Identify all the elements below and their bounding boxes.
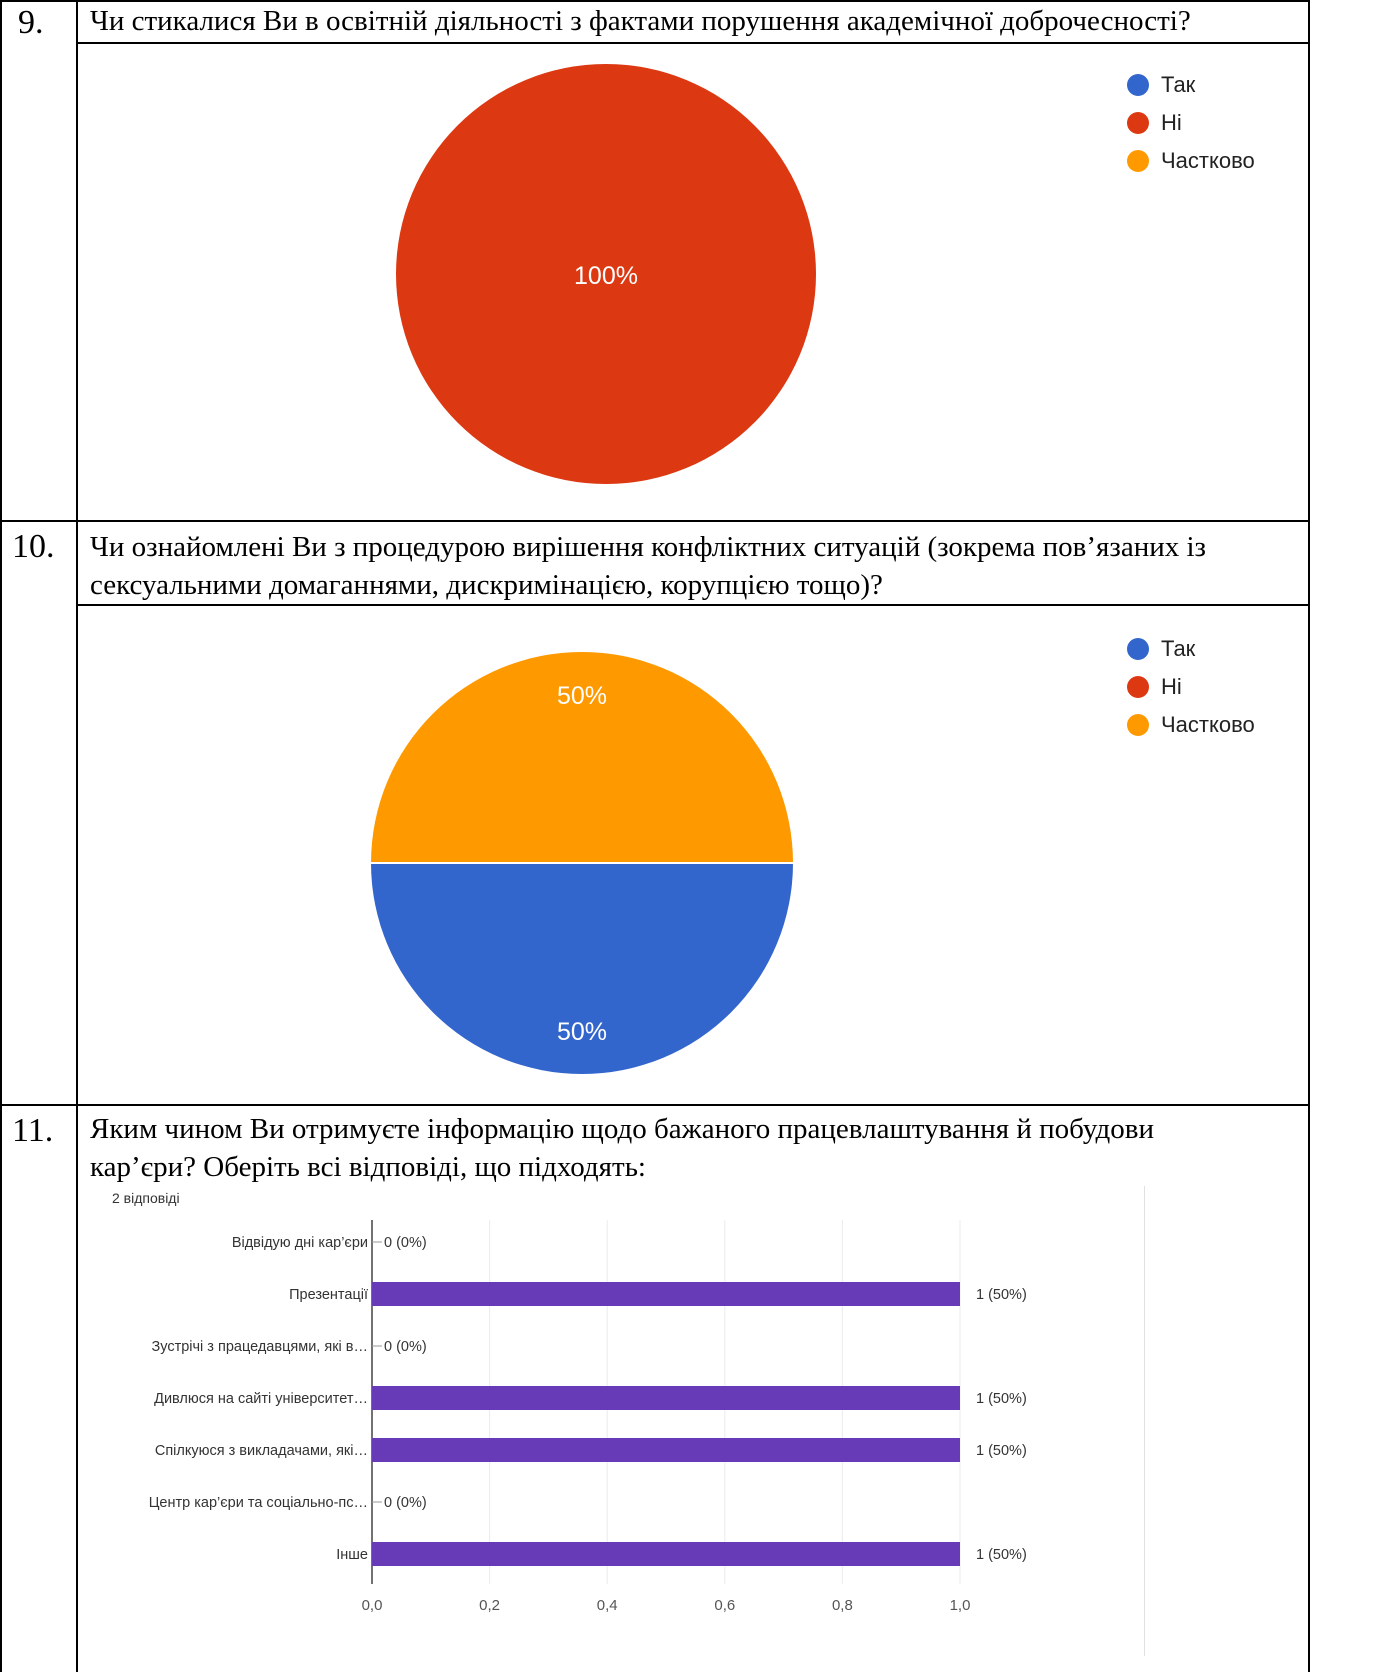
question-number: 11. <box>12 1112 54 1149</box>
bar-chart-q11: 0,0 0,2 0,4 0,6 0,8 1,0 Відвідую дні кар’єри 0 … <box>149 1220 1027 1614</box>
row-divider-q9-header <box>76 42 1310 44</box>
bar-value-label: 1 (50%) <box>976 1391 1027 1407</box>
legend-label: Частково <box>1161 712 1255 737</box>
category-label: Відвідую дні кар’єри <box>232 1235 368 1251</box>
x-tick-label: 0,0 <box>362 1597 383 1614</box>
category-label: Дивлюся на сайті університет… <box>154 1391 368 1407</box>
pie-data-label: 100% <box>574 262 638 290</box>
question-text-line: Чи ознайомлені Ви з процедурою вирішення… <box>90 531 1207 563</box>
bar <box>372 1282 960 1306</box>
legend-label: Так <box>1161 636 1196 661</box>
legend-item-no: Ні <box>1127 104 1255 142</box>
pie-slice-no <box>396 64 816 484</box>
table-border-number-column <box>76 0 78 1672</box>
category-label: Центр кар’єри та соціально-пс… <box>149 1495 368 1511</box>
row-divider-q10 <box>0 520 1310 522</box>
bar-value-label: 1 (50%) <box>976 1287 1027 1303</box>
question-text: Яким чином Ви отримуєте інформацію щодо … <box>90 1110 1300 1186</box>
legend-item-yes: Так <box>1127 630 1255 668</box>
legend-swatch-partial <box>1127 150 1149 172</box>
legend-item-no: Ні <box>1127 668 1255 706</box>
bar-value-label: 1 (50%) <box>976 1547 1027 1563</box>
legend-q9: Так Ні Частково <box>1127 66 1255 180</box>
legend-label: Частково <box>1161 148 1255 173</box>
bar <box>372 1438 960 1462</box>
legend-swatch-yes <box>1127 74 1149 96</box>
question-text-line: сексуальними домаганнями, дискримінацією… <box>90 569 883 601</box>
bar-value-label: 1 (50%) <box>976 1443 1027 1459</box>
table-border-top <box>0 0 1310 2</box>
responses-count: 2 відповіді <box>112 1190 180 1206</box>
table-border-right <box>1308 0 1310 1672</box>
pie-chart-q10: 50% 50% <box>371 652 793 1074</box>
x-tick-label: 0,6 <box>714 1597 735 1614</box>
legend-q10: Так Ні Частково <box>1127 630 1255 744</box>
category-label: Інше <box>336 1547 368 1563</box>
pie-slice-yes <box>371 863 793 1074</box>
bar-value-label: 0 (0%) <box>384 1235 427 1251</box>
legend-item-yes: Так <box>1127 66 1255 104</box>
legend-label: Так <box>1161 72 1196 97</box>
bar-value-label: 0 (0%) <box>384 1495 427 1511</box>
row-divider-q11 <box>0 1104 1310 1106</box>
pie-slice-partial <box>371 652 793 863</box>
question-text: Чи стикалися Ви в освітній діяльності з … <box>90 2 1300 40</box>
pie-chart-q9: 100% <box>396 64 816 484</box>
question-text-line: кар’єри? Оберіть всі відповіді, що підхо… <box>90 1151 646 1183</box>
bar-value-label: 0 (0%) <box>384 1339 427 1355</box>
legend-label: Ні <box>1161 674 1182 699</box>
chart-panel-divider <box>1144 1186 1145 1656</box>
bar <box>372 1542 960 1566</box>
legend-item-partial: Частково <box>1127 142 1255 180</box>
legend-swatch-partial <box>1127 714 1149 736</box>
question-number: 10. <box>12 528 55 565</box>
question-text: Чи ознайомлені Ви з процедурою вирішення… <box>90 528 1300 604</box>
question-number: 9. <box>18 4 44 41</box>
x-tick-label: 0,4 <box>597 1597 618 1614</box>
x-tick-label: 1,0 <box>950 1597 971 1614</box>
category-label: Зустрічі з працедавцями, які в… <box>151 1339 368 1355</box>
bar <box>372 1386 960 1410</box>
legend-swatch-no <box>1127 676 1149 698</box>
x-tick-label: 0,8 <box>832 1597 853 1614</box>
category-label: Презентації <box>289 1287 368 1303</box>
legend-item-partial: Частково <box>1127 706 1255 744</box>
category-label: Спілкуюся з викладачами, які… <box>155 1443 368 1459</box>
question-text-line: Чи стикалися Ви в освітній діяльності з … <box>90 5 1191 37</box>
question-text-line: Яким чином Ви отримуєте інформацію щодо … <box>90 1113 1154 1145</box>
x-tick-label: 0,2 <box>479 1597 500 1614</box>
legend-label: Ні <box>1161 110 1182 135</box>
table-border-left <box>0 0 2 1672</box>
row-divider-q10-header <box>76 604 1310 606</box>
legend-swatch-yes <box>1127 638 1149 660</box>
legend-swatch-no <box>1127 112 1149 134</box>
pie-data-label: 50% <box>557 682 607 710</box>
pie-data-label: 50% <box>557 1018 607 1046</box>
